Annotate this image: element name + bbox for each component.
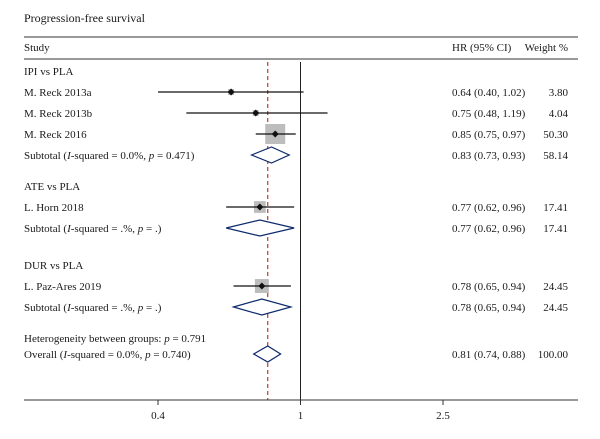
weight-value: 17.41 [543, 223, 568, 235]
point-estimate [252, 109, 260, 117]
x-tick-label: 2.5 [436, 410, 450, 422]
subtotal-diamond [249, 146, 291, 164]
subtotal-diamond [231, 298, 294, 316]
study-label: L. Paz-Ares 2019 [24, 281, 102, 293]
overall-diamond [252, 345, 282, 363]
hr-ci-value: 0.85 (0.75, 0.97) [452, 129, 526, 141]
hr-ci-value: 0.81 (0.74, 0.88) [452, 349, 526, 361]
weight-value: 24.45 [543, 302, 568, 314]
study-label: L. Horn 2018 [24, 202, 84, 214]
weight-value: 50.30 [543, 129, 568, 141]
hr-ci-value: 0.78 (0.65, 0.94) [452, 281, 526, 293]
study-label: M. Reck 2016 [24, 129, 87, 141]
subtotal-label: Subtotal (I-squared = .%, p = .) [24, 302, 162, 314]
subtotal-label: Subtotal (I-squared = 0.0%, p = 0.471) [24, 150, 195, 162]
x-tick-label: 1 [298, 410, 304, 422]
hr-ci-value: 0.83 (0.73, 0.93) [452, 150, 526, 162]
hr-ci-value: 0.78 (0.65, 0.94) [452, 302, 526, 314]
hr-ci-value: 0.77 (0.62, 0.96) [452, 202, 526, 214]
subtotal-label: Subtotal (I-squared = .%, p = .) [24, 223, 162, 235]
group-label: IPI vs PLA [24, 66, 74, 78]
column-header-weight: Weight % [525, 42, 568, 54]
point-estimate [271, 130, 279, 138]
chart-title: Progression-free survival [24, 11, 146, 25]
point-estimate [258, 282, 266, 290]
x-tick-label: 0.4 [151, 410, 165, 422]
point-estimate [227, 88, 235, 96]
overall-label: Overall (I-squared = 0.0%, p = 0.740) [24, 349, 191, 361]
group-label: DUR vs PLA [24, 260, 83, 272]
weight-value: 17.41 [543, 202, 568, 214]
heterogeneity-text: Heterogeneity between groups: p = 0.791 [24, 333, 206, 345]
hr-ci-value: 0.64 (0.40, 1.02) [452, 87, 526, 99]
weight-value: 24.45 [543, 281, 568, 293]
weight-value: 3.80 [549, 87, 569, 99]
hr-ci-value: 0.77 (0.62, 0.96) [452, 223, 526, 235]
weight-value: 4.04 [549, 108, 569, 120]
column-header-study: Study [24, 42, 50, 54]
column-header-hr: HR (95% CI) [452, 42, 512, 54]
point-estimate [256, 203, 264, 211]
weight-value: 58.14 [543, 150, 568, 162]
subtotal-diamond [226, 219, 295, 237]
group-label: ATE vs PLA [24, 181, 80, 193]
weight-value: 100.00 [538, 349, 569, 361]
study-label: M. Reck 2013b [24, 108, 93, 120]
hr-ci-value: 0.75 (0.48, 1.19) [452, 108, 526, 120]
study-label: M. Reck 2013a [24, 87, 92, 99]
